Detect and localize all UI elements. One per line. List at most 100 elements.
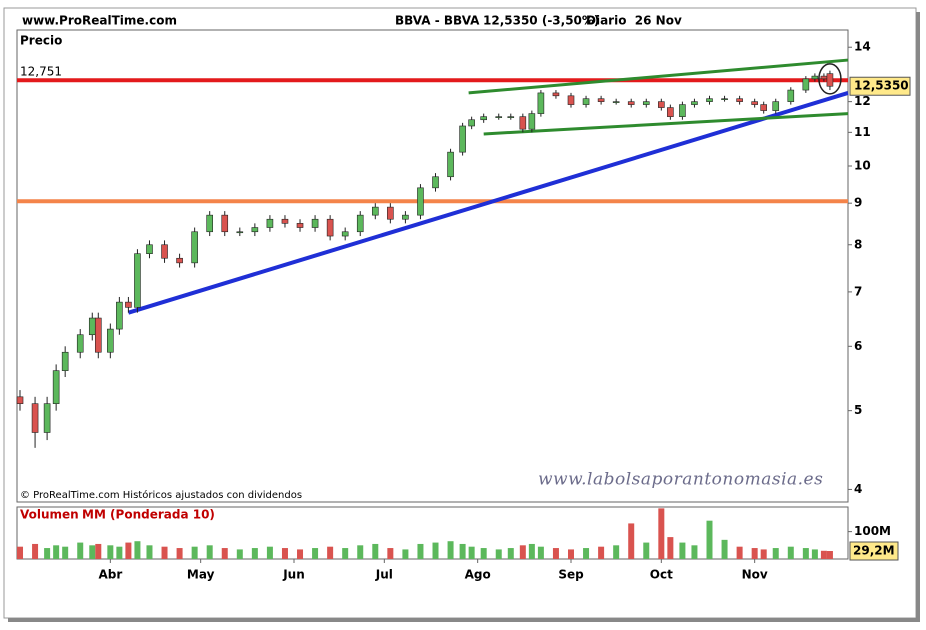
volume-bar — [53, 545, 60, 559]
candle-body — [107, 328, 114, 353]
volume-bar — [628, 523, 635, 559]
volume-title: Volumen — [20, 508, 79, 522]
volume-bar — [432, 542, 439, 559]
candle-body — [311, 218, 319, 228]
candle-body — [751, 101, 758, 105]
volume-bar — [787, 546, 794, 559]
volume-bar — [528, 543, 535, 559]
y-tick-label: 7 — [854, 284, 862, 298]
volume-bar — [568, 549, 574, 559]
volume-bar — [191, 546, 198, 559]
candle-body — [134, 253, 141, 308]
instrument: BBVA - BBVA — [395, 14, 480, 28]
x-tick-label: Oct — [650, 568, 673, 582]
volume-bar — [802, 548, 809, 559]
volume-bar — [402, 549, 409, 559]
candle-body — [356, 214, 364, 233]
candle-body — [642, 101, 650, 105]
candle-body — [736, 98, 743, 102]
candle-body — [206, 214, 213, 233]
candle-body — [88, 317, 96, 336]
volume-bar — [552, 548, 559, 559]
volume-bar — [468, 546, 475, 559]
volume-bar — [342, 548, 349, 559]
candle-body — [371, 206, 379, 216]
candle-body — [567, 95, 575, 105]
candle-body — [417, 187, 424, 216]
candle-body — [507, 116, 515, 118]
volume-bar — [95, 543, 102, 559]
candle-body — [116, 301, 123, 330]
y-tick-label: 10 — [854, 158, 871, 172]
price-panel — [16, 29, 849, 503]
volume-bar — [706, 520, 713, 559]
x-tick-label: May — [187, 568, 215, 582]
volume-bar — [519, 545, 526, 559]
candle-body — [552, 92, 560, 97]
candle-body — [721, 98, 728, 101]
volume-bar — [146, 545, 153, 559]
volume-bar — [107, 545, 114, 559]
volume-bar — [327, 546, 334, 559]
volume-bar — [312, 548, 319, 559]
candle-body — [772, 101, 780, 111]
candle-body — [94, 317, 102, 353]
volume-bar — [507, 548, 514, 559]
x-tick-label: Abr — [98, 568, 122, 582]
watermark: www.labolsaporantonomasia.es — [538, 470, 823, 490]
volume-bar — [387, 548, 394, 559]
shadow — [916, 12, 920, 622]
volume-bar — [77, 542, 84, 559]
candle-body — [679, 104, 686, 117]
y-tick-label: 14 — [854, 40, 871, 54]
candle-body — [266, 218, 274, 228]
candle-body — [161, 244, 168, 259]
shadow — [8, 618, 920, 622]
volume-bar — [372, 543, 379, 559]
candle-body — [146, 244, 153, 254]
candle-body — [706, 98, 713, 102]
volume-tick-label: 100M — [854, 524, 891, 538]
candle-body — [811, 75, 819, 80]
candle-body — [16, 396, 24, 404]
y-tick-label: 9 — [854, 196, 862, 210]
volume-bar — [667, 537, 674, 559]
candle-body — [802, 78, 810, 91]
candle-body — [691, 101, 698, 105]
candle-body — [191, 231, 198, 264]
candle-body — [480, 116, 487, 121]
y-tick-label: 6 — [854, 339, 862, 353]
price-box — [849, 76, 911, 96]
volume-bar — [281, 548, 288, 559]
trend-line — [127, 91, 849, 315]
volume-bar — [447, 541, 454, 559]
candle-body — [221, 214, 229, 233]
candle-body — [61, 351, 69, 371]
volume-bar — [583, 548, 590, 559]
volume-bar — [658, 508, 665, 559]
candle-body — [667, 107, 674, 117]
x-tick-label: Ago — [465, 568, 491, 582]
candle-body — [402, 214, 409, 220]
candle-body — [528, 113, 536, 130]
volume-bar — [221, 548, 228, 559]
candle-body — [468, 119, 475, 127]
candle-body — [495, 116, 503, 118]
y-label: Precio — [20, 34, 62, 48]
volume-bar — [826, 551, 833, 559]
volume-bar — [44, 548, 51, 559]
candle-body — [597, 98, 605, 102]
candle-body — [537, 92, 545, 114]
volume-bar — [266, 546, 273, 559]
candle-body — [76, 334, 84, 353]
volume-bar — [176, 548, 183, 559]
x-tick-label: Nov — [742, 568, 768, 582]
trend-line — [483, 112, 849, 136]
volume-bar — [357, 545, 364, 559]
volume-bar — [206, 545, 213, 559]
candle-body — [459, 125, 466, 153]
volume-bar — [643, 542, 650, 559]
candle-body — [627, 101, 635, 105]
